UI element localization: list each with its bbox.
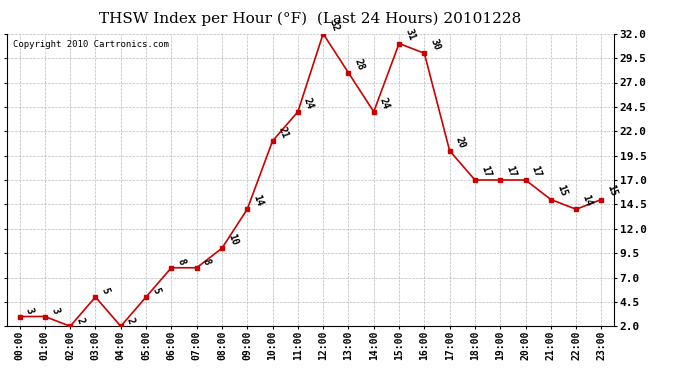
- Text: Copyright 2010 Cartronics.com: Copyright 2010 Cartronics.com: [13, 40, 169, 49]
- Text: 2: 2: [75, 316, 86, 325]
- Text: 32: 32: [327, 18, 341, 32]
- Text: 8: 8: [201, 257, 213, 266]
- Text: 17: 17: [530, 164, 543, 178]
- Text: 15: 15: [555, 184, 569, 198]
- Text: 15: 15: [606, 184, 619, 198]
- Text: 31: 31: [403, 28, 417, 42]
- Text: 5: 5: [150, 286, 161, 296]
- Text: 21: 21: [277, 125, 290, 140]
- Text: 3: 3: [23, 306, 35, 315]
- Text: 2: 2: [125, 316, 137, 325]
- Text: 8: 8: [175, 257, 187, 266]
- Text: 30: 30: [428, 38, 442, 52]
- Text: 28: 28: [353, 57, 366, 71]
- Text: 17: 17: [504, 164, 518, 178]
- Text: 10: 10: [226, 232, 239, 247]
- Text: 14: 14: [580, 194, 593, 208]
- Text: 20: 20: [454, 135, 467, 149]
- Text: 24: 24: [302, 96, 315, 110]
- Text: 3: 3: [49, 306, 61, 315]
- Text: 14: 14: [251, 194, 265, 208]
- Text: THSW Index per Hour (°F)  (Last 24 Hours) 20101228: THSW Index per Hour (°F) (Last 24 Hours)…: [99, 11, 522, 26]
- Text: 17: 17: [479, 164, 493, 178]
- Text: 5: 5: [99, 286, 111, 296]
- Text: 24: 24: [378, 96, 391, 110]
